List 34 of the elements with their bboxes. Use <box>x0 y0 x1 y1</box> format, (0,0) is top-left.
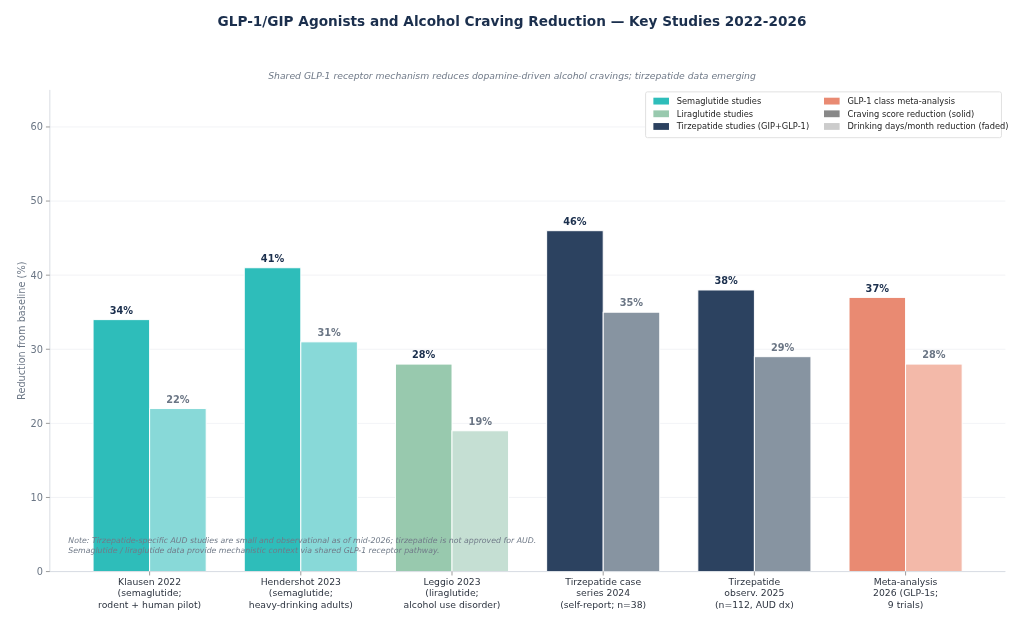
data-label: 41% <box>260 252 285 264</box>
data-label: 31% <box>317 327 341 338</box>
x-tick-label: Tirzepatide observ. 2025 (n=112, AUD dx) <box>714 576 794 610</box>
y-tick-label: 10 <box>30 491 44 503</box>
data-label: 22% <box>166 393 190 405</box>
chart-subtitle: Shared GLP-1 receptor mechanism reduces dopamine-driven alcohol cravings; tirzepatide data emerging <box>268 70 756 82</box>
chart-title: GLP-1/GIP Agonists and Alcohol Craving Reduction — Key Studies 2022-2026 <box>217 12 807 29</box>
y-tick-label: 30 <box>30 343 44 355</box>
legend-label: Semaglutide studies <box>676 96 762 107</box>
y-axis-title: Reduction from baseline (%) <box>16 261 28 400</box>
data-label: 37% <box>865 282 890 294</box>
y-tick-label: 50 <box>30 195 44 207</box>
legend-label: Tirzepatide studies (GIP+GLP-1) <box>675 121 810 132</box>
data-label: 19% <box>468 415 493 427</box>
annotation: Drinking days/month reduction (faded) <box>847 121 1009 132</box>
legend-label: GLP-1 class meta-analysis <box>847 96 956 107</box>
data-label: 35% <box>619 297 644 309</box>
y-tick-label: 0 <box>36 565 44 577</box>
x-tick-label: Tirzepatide case series 2024 (self-report; n=38) <box>560 576 647 610</box>
data-label: 46% <box>563 215 587 227</box>
x-tick-label: Meta-analysis 2026 (GLP-1s; 9 trials) <box>873 576 939 610</box>
x-tick-label: Leggio 2023 (liraglutide; alcohol use disorder) <box>403 576 501 610</box>
y-tick-label: 40 <box>30 269 44 281</box>
x-tick-label: Hendershot 2023 (semaglutide; heavy-drinking adults) <box>248 576 353 610</box>
data-label: 28% <box>412 349 436 361</box>
data-label: 34% <box>109 304 134 316</box>
data-label: 38% <box>714 275 739 287</box>
y-tick-label: 60 <box>30 121 44 133</box>
data-label: 29% <box>770 341 795 353</box>
y-tick-label: 20 <box>30 417 44 429</box>
legend-label: Liraglutide studies <box>676 108 754 119</box>
data-label: 28% <box>922 349 946 361</box>
annotation: Craving score reduction (solid) <box>847 108 975 119</box>
x-tick-label: Klausen 2022 (semaglutide; rodent + human pilot) <box>98 576 202 610</box>
